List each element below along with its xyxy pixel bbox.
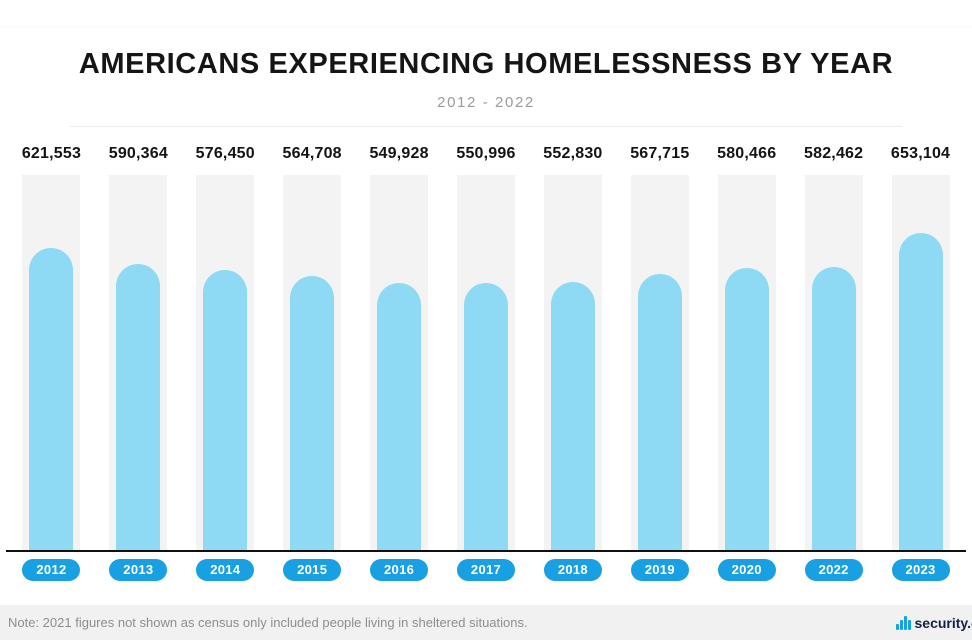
bar-column — [877, 175, 964, 550]
year-badge: 2015 — [283, 559, 342, 581]
bar — [29, 248, 74, 550]
signal-bars-icon — [896, 615, 911, 630]
year-badge: 2017 — [456, 559, 515, 581]
bar-value-label: 549,928 — [369, 145, 429, 162]
bar — [290, 275, 335, 550]
bar-value-labels-row: 621,553 590,364 576,450 564,708 549,928 550,9… — [0, 144, 972, 163]
bar — [550, 281, 595, 550]
footer-note: Note: 2021 figures not shown as census o… — [8, 615, 528, 630]
bar-value-label: 550,996 — [456, 145, 516, 162]
bar-value-label: 567,715 — [630, 145, 690, 162]
bar — [377, 283, 422, 550]
year-badge: 2023 — [891, 559, 950, 581]
chart-title: AMERICANS EXPERIENCING HOMELESSNESS BY Y… — [78, 48, 894, 80]
bar — [898, 233, 943, 550]
year-badge: 2018 — [543, 559, 602, 581]
bar-chart — [0, 175, 972, 550]
bar-value-label: 621,553 — [21, 145, 82, 162]
chart-subtitle: 2012 - 2022 — [437, 94, 535, 111]
x-axis-baseline — [6, 550, 966, 552]
year-badge: 2014 — [196, 559, 255, 581]
bar-column — [443, 175, 530, 550]
bar-value-label: 653,104 — [890, 145, 951, 162]
bar-column — [269, 175, 356, 550]
bar — [724, 268, 769, 550]
year-badge: 2016 — [370, 559, 429, 581]
bar-column — [356, 175, 443, 550]
bar-column — [703, 175, 790, 550]
header-divider — [70, 126, 902, 127]
year-badge: 2020 — [717, 559, 776, 581]
year-badge: 2022 — [804, 559, 863, 581]
bar — [116, 263, 161, 550]
year-badge: 2013 — [109, 559, 168, 581]
footer-bar: Note: 2021 figures not shown as census o… — [0, 605, 972, 640]
bar-value-label: 580,466 — [717, 145, 777, 162]
bar-column — [616, 175, 703, 550]
bar-column — [95, 175, 182, 550]
bar — [811, 267, 856, 550]
bar — [637, 274, 682, 550]
bar-column — [529, 175, 616, 550]
bar-column — [790, 175, 877, 550]
bar-value-label: 582,462 — [804, 145, 864, 162]
bar-column — [182, 175, 269, 550]
bar — [463, 282, 508, 550]
year-badge: 2012 — [22, 559, 81, 581]
security-org-logo: security.org — [896, 615, 972, 631]
logo-text: security.org — [914, 614, 972, 631]
bar-value-label: 590,364 — [108, 145, 168, 162]
bar-value-label: 564,708 — [282, 145, 342, 162]
year-labels-row: 2012 2013 2014 2015 2016 2017 2018 2019 2020 2022… — [0, 559, 972, 581]
bar-value-label: 576,450 — [195, 145, 255, 162]
chart-card: AMERICANS EXPERIENCING HOMELESSNESS BY Y… — [0, 28, 972, 605]
bar — [203, 270, 248, 550]
year-badge: 2019 — [630, 559, 689, 581]
bar-value-label: 552,830 — [543, 145, 603, 162]
bar-column — [8, 175, 95, 550]
